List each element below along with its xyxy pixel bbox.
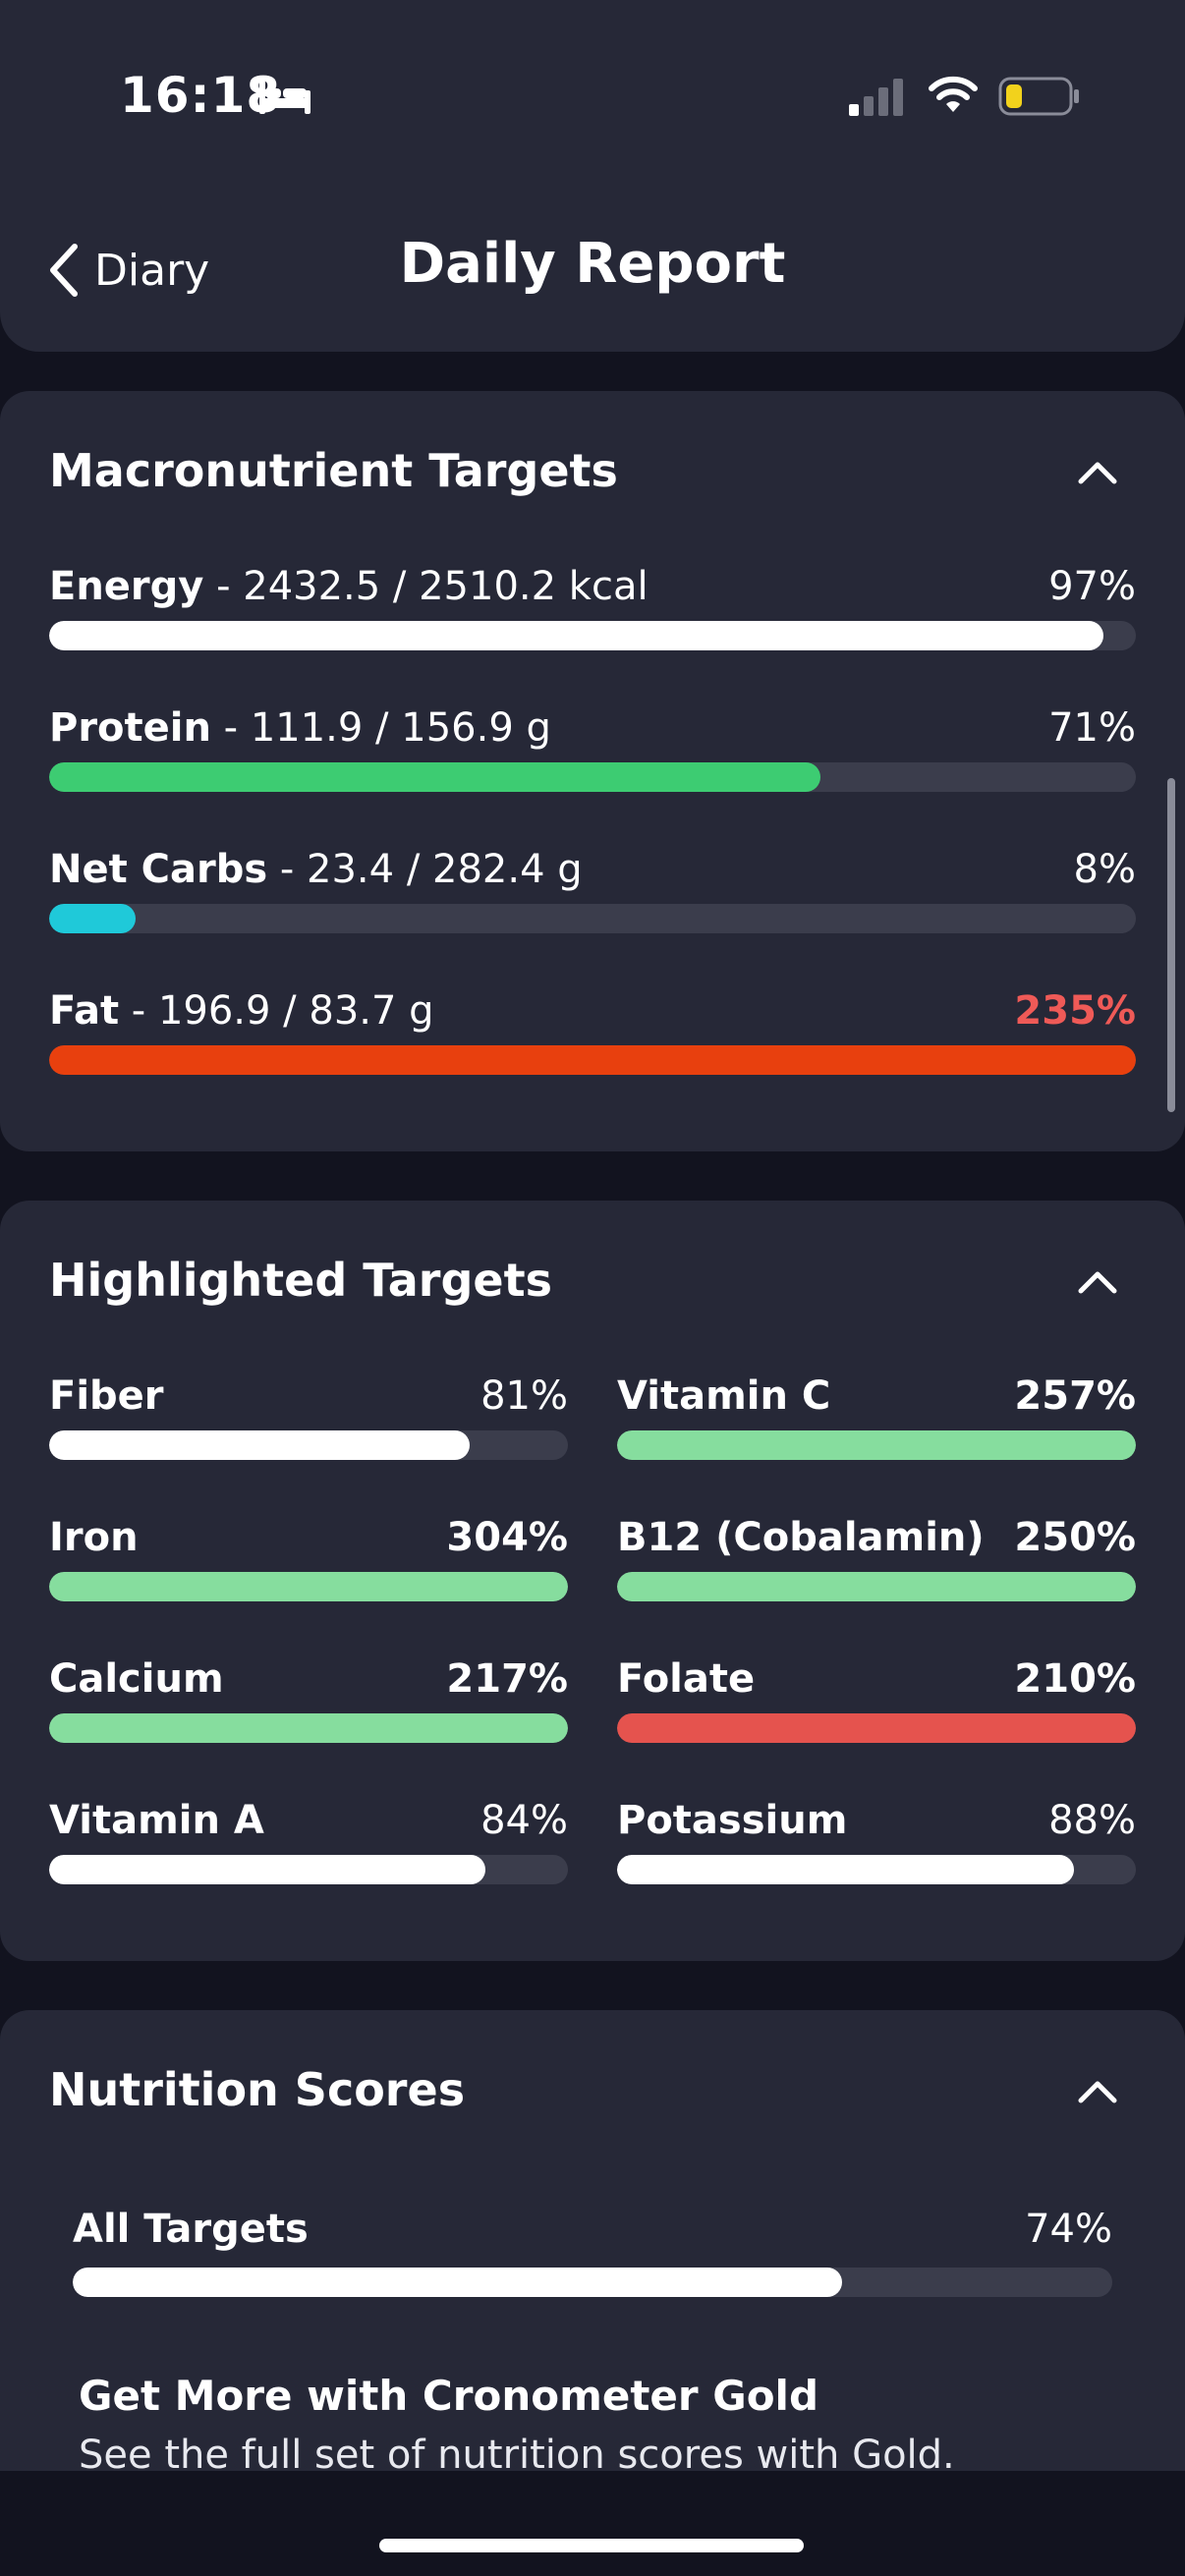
target-label: Iron xyxy=(49,1515,139,1560)
progress-fill xyxy=(49,762,821,792)
cellular-signal-icon xyxy=(849,79,903,116)
target-label: Vitamin A xyxy=(49,1798,264,1843)
nutrition-scores-card: Nutrition Scores All Targets 74% xyxy=(0,2010,1185,2521)
target-name: Potassium xyxy=(617,1798,848,1843)
chevron-up-icon[interactable] xyxy=(1077,1269,1118,1295)
card-title: Nutrition Scores xyxy=(49,2063,466,2116)
progress-fill xyxy=(73,2268,842,2297)
target-label: Folate xyxy=(617,1656,755,1702)
macro-detail: - 196.9 / 83.7 g xyxy=(119,988,434,1034)
target-progress-bar xyxy=(617,1713,1136,1743)
target-percent: 81% xyxy=(480,1373,568,1419)
target-progress-bar xyxy=(617,1572,1136,1601)
all-targets-progress-bar xyxy=(73,2268,1112,2297)
macro-detail: - 111.9 / 156.9 g xyxy=(210,705,551,751)
target-progress-bar xyxy=(617,1430,1136,1460)
macro-progress-bar xyxy=(49,1045,1136,1075)
macro-name: Protein xyxy=(49,705,211,751)
target-percent: 88% xyxy=(1048,1798,1136,1843)
macro-name: Net Carbs xyxy=(49,847,268,892)
progress-fill xyxy=(49,1572,568,1601)
progress-fill xyxy=(617,1855,1074,1884)
macro-name: Fat xyxy=(49,988,120,1034)
macro-detail: - 2432.5 / 2510.2 kcal xyxy=(203,564,649,609)
all-targets-percent: 74% xyxy=(1025,2207,1112,2252)
card-title: Highlighted Targets xyxy=(49,1254,552,1307)
target-name: Vitamin A xyxy=(49,1798,264,1843)
target-label: Fiber xyxy=(49,1373,164,1419)
progress-fill xyxy=(49,904,137,933)
status-time: 16:18 xyxy=(120,67,282,124)
header: 16:18 Diary Daily Report xyxy=(0,0,1185,352)
home-indicator[interactable] xyxy=(379,2539,804,2552)
target-percent: 210% xyxy=(1014,1656,1136,1702)
target-label: B12 (Cobalamin) xyxy=(617,1515,985,1560)
progress-fill xyxy=(49,1045,1136,1075)
back-chevron-icon xyxy=(50,244,78,297)
target-progress-bar xyxy=(617,1855,1136,1884)
progress-fill xyxy=(49,1713,568,1743)
target-percent: 304% xyxy=(446,1515,568,1560)
macro-detail: - 23.4 / 282.4 g xyxy=(267,847,583,892)
highlighted-targets-card: Highlighted Targets Fiber 81% Vitamin C 257… xyxy=(0,1201,1185,1961)
macro-percent: 8% xyxy=(1073,847,1136,892)
target-progress-bar xyxy=(49,1713,568,1743)
macro-percent: 97% xyxy=(1048,564,1136,609)
macro-name: Energy xyxy=(49,564,204,609)
target-name: Fiber xyxy=(49,1373,164,1419)
target-percent: 217% xyxy=(446,1656,568,1702)
chevron-up-icon[interactable] xyxy=(1077,460,1118,485)
progress-fill xyxy=(49,621,1103,650)
target-percent: 257% xyxy=(1014,1373,1136,1419)
battery-icon xyxy=(998,77,1079,116)
bottom-safe-area xyxy=(0,2471,1185,2576)
wifi-icon xyxy=(929,76,978,112)
target-name: Iron xyxy=(49,1515,139,1560)
scrollbar[interactable] xyxy=(1167,778,1175,1112)
promo-title[interactable]: Get More with Cronometer Gold xyxy=(79,2372,819,2420)
macronutrient-targets-card: Macronutrient Targets Energy - 2432.5 / … xyxy=(0,391,1185,1151)
macro-label: Energy - 2432.5 / 2510.2 kcal xyxy=(49,564,649,609)
macro-label: Protein - 111.9 / 156.9 g xyxy=(49,705,551,751)
target-label: Calcium xyxy=(49,1656,224,1702)
macro-label: Fat - 196.9 / 83.7 g xyxy=(49,988,434,1034)
progress-fill xyxy=(617,1713,1136,1743)
progress-fill xyxy=(617,1430,1136,1460)
chevron-up-icon[interactable] xyxy=(1077,2079,1118,2104)
all-targets-label: All Targets xyxy=(73,2207,309,2252)
card-title: Macronutrient Targets xyxy=(49,444,618,497)
target-progress-bar xyxy=(49,1430,568,1460)
macro-progress-bar xyxy=(49,762,1136,792)
back-button[interactable]: Diary xyxy=(47,236,209,305)
macro-progress-bar xyxy=(49,621,1136,650)
progress-fill xyxy=(49,1430,470,1460)
bed-icon xyxy=(259,81,310,114)
promo-subtitle: See the full set of nutrition scores wit… xyxy=(79,2433,955,2478)
macro-progress-bar xyxy=(49,904,1136,933)
macro-percent: 235% xyxy=(1014,988,1136,1034)
target-percent: 84% xyxy=(480,1798,568,1843)
progress-fill xyxy=(617,1572,1136,1601)
target-label: Vitamin C xyxy=(617,1373,830,1419)
back-label: Diary xyxy=(94,245,210,296)
target-name: Vitamin C xyxy=(617,1373,831,1419)
target-percent: 250% xyxy=(1014,1515,1136,1560)
target-name: Folate xyxy=(617,1656,756,1702)
target-label: Potassium xyxy=(617,1798,847,1843)
target-name: B12 (Cobalamin) xyxy=(617,1515,985,1560)
page-title: Daily Report xyxy=(399,232,786,296)
progress-fill xyxy=(49,1855,485,1884)
target-name: Calcium xyxy=(49,1656,224,1702)
target-progress-bar xyxy=(49,1855,568,1884)
target-progress-bar xyxy=(49,1572,568,1601)
macro-percent: 71% xyxy=(1048,705,1136,751)
macro-label: Net Carbs - 23.4 / 282.4 g xyxy=(49,847,583,892)
